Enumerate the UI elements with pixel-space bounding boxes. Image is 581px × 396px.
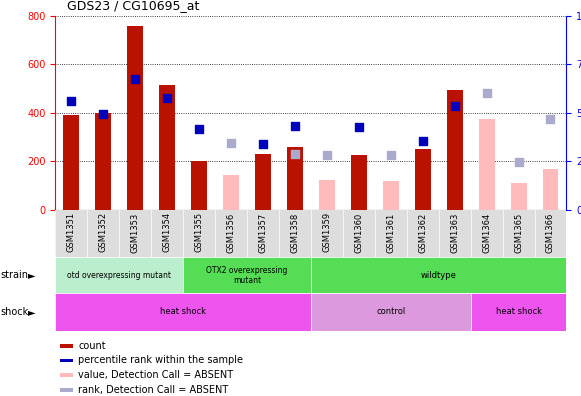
Text: GSM1358: GSM1358 [290,212,299,253]
Bar [60,388,73,392]
Point [66,97,76,104]
Bar [55,293,311,331]
Bar [55,257,183,293]
Text: GSM1354: GSM1354 [163,212,171,252]
Text: rank, Detection Call = ABSENT: rank, Detection Call = ABSENT [78,385,228,395]
Text: percentile rank within the sample: percentile rank within the sample [78,355,243,366]
Point [194,126,204,132]
Point [546,116,555,122]
Text: GSM1352: GSM1352 [99,212,107,252]
Bar [311,257,566,293]
Bar [255,154,271,210]
Bar [471,293,566,331]
Text: GSM1351: GSM1351 [67,212,76,252]
Text: GSM1355: GSM1355 [195,212,203,252]
Text: strain: strain [1,270,28,280]
Bar [543,169,558,210]
Bar [319,179,335,210]
Bar [479,119,494,210]
Text: GSM1365: GSM1365 [514,212,523,253]
Text: GSM1362: GSM1362 [418,212,427,253]
Bar [223,175,239,210]
Bar [183,257,311,293]
Bar [287,147,303,210]
Text: GSM1359: GSM1359 [322,212,331,252]
Text: shock: shock [1,307,29,317]
Text: GSM1353: GSM1353 [131,212,139,253]
Text: value, Detection Call = ABSENT: value, Detection Call = ABSENT [78,370,234,380]
Bar [511,183,526,210]
Point [322,151,331,158]
Bar [311,293,471,331]
Text: GSM1356: GSM1356 [227,212,235,253]
Bar [383,181,399,210]
Point [163,95,172,101]
Bar [191,162,207,210]
Bar [447,90,462,210]
Point [450,103,460,109]
Text: GSM1366: GSM1366 [546,212,555,253]
Text: wildtype: wildtype [421,271,457,280]
Point [418,137,428,144]
Bar [60,358,73,362]
Text: OTX2 overexpressing
mutant: OTX2 overexpressing mutant [206,266,288,285]
Text: ►: ► [28,307,35,317]
Bar [351,155,367,210]
Text: GSM1364: GSM1364 [482,212,491,253]
Bar [159,85,175,210]
Bar [95,113,111,210]
Text: control: control [376,307,406,316]
Point [354,124,364,131]
Point [227,140,236,147]
Text: GSM1357: GSM1357 [259,212,267,253]
Point [98,111,108,117]
Text: GDS23 / CG10695_at: GDS23 / CG10695_at [67,0,199,12]
Point [482,90,492,97]
Text: GSM1360: GSM1360 [354,212,363,253]
Point [290,151,300,157]
Point [130,76,140,82]
Text: otd overexpressing mutant: otd overexpressing mutant [67,271,171,280]
Bar [415,149,431,210]
Bar [127,25,143,210]
Bar [60,344,73,348]
Point [386,151,396,158]
Text: GSM1363: GSM1363 [450,212,459,253]
Text: count: count [78,341,106,351]
Point [290,123,300,129]
Bar [63,115,79,210]
Text: heat shock: heat shock [160,307,206,316]
Point [259,141,268,148]
Bar [60,373,73,377]
Text: heat shock: heat shock [496,307,541,316]
Text: GSM1361: GSM1361 [386,212,395,253]
Text: ►: ► [28,270,35,280]
Point [514,159,523,165]
